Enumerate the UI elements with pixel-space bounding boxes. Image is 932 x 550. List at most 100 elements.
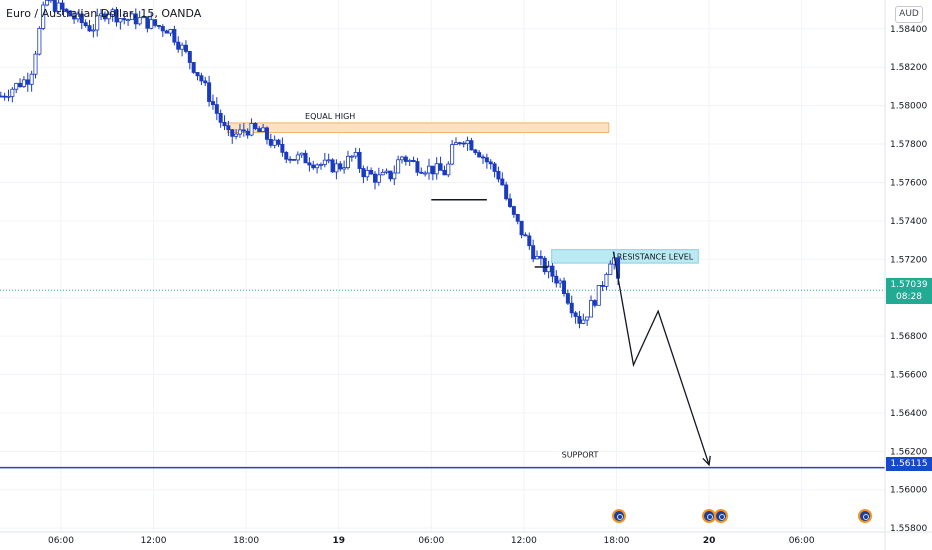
candle-body [253,123,258,130]
candle-body [481,156,486,159]
y-tick-label: 1.55800 [890,524,927,534]
candle-body [21,79,26,88]
y-tick-label: 1.57800 [890,140,927,150]
candle-body [454,142,459,145]
x-tick-label: 06:00 [418,536,444,546]
y-tick-label: 1.56000 [890,486,927,496]
candle-body [268,138,273,146]
candle-body [14,82,19,90]
candle-body [542,257,547,273]
projection-arrowhead [702,455,711,467]
economic-event-flag-icon[interactable] [713,509,728,523]
candle-body [83,22,88,27]
candle-body [376,174,381,183]
candle-body [380,171,385,176]
candle-body [191,62,196,73]
candle-body [330,159,335,173]
candle-body [168,29,173,34]
candle-body [95,15,100,31]
chart-zones: EQUAL HIGH RESISTANCE LEVEL SUPPORT [0,112,885,469]
support-label: SUPPORT [562,451,599,460]
candle-body [41,4,46,29]
economic-event-flag-icon[interactable] [611,509,626,523]
candle-body [508,198,513,207]
x-tick-label: 12:00 [141,536,167,546]
candle-body [56,2,61,12]
candle-body [180,44,185,50]
candle-body [79,13,84,24]
candle-body [589,300,594,318]
candle-body [102,13,107,20]
resistance-zone [551,249,699,264]
candle-body [535,255,540,260]
candle-body [423,172,428,175]
candle-body [230,129,235,137]
candle-body [210,101,215,105]
candle-body [303,152,308,164]
candle-body [129,13,134,21]
candle-body [52,0,57,12]
candle-body [183,44,188,52]
candle-body [29,73,34,85]
candle-body [291,158,296,161]
candle-body [442,169,447,176]
candle-body [326,159,331,162]
candle-body [288,158,293,161]
candle-body [276,139,281,145]
candle-body [87,25,92,32]
candle-body [457,142,462,145]
candle-body [369,169,374,175]
candle-body [562,280,567,294]
y-tick-label: 1.56400 [890,409,927,419]
y-tick-label: 1.58400 [890,25,927,35]
y-tick-label: 1.57200 [890,255,927,265]
candle-body [604,273,609,287]
current-price-value: 1.57039 [890,280,928,290]
candle-body [0,95,3,98]
candle-body [384,170,389,173]
x-tick-label: 18:00 [604,536,630,546]
projection-path [612,251,710,465]
candle-body [426,165,431,174]
x-tick-label: 19 [332,536,345,546]
candle-body [600,285,605,287]
candle-body [434,163,439,175]
candle-body [133,13,138,25]
economic-event-flag-icon[interactable] [857,509,872,523]
candle-body [396,159,401,174]
candle-body [2,95,7,98]
candle-body [504,184,509,200]
candle-body [25,79,30,85]
currency-badge[interactable]: AUD [895,6,923,23]
y-tick-label: 1.58000 [890,102,927,112]
candle-body [6,95,11,98]
y-tick-label: 1.58200 [890,63,927,73]
bar-countdown: 08:28 [896,292,922,302]
candle-body [261,127,266,132]
chart-title[interactable]: Euro / Australian Dollar, 15, OANDA [6,7,202,20]
candle-body [581,319,586,324]
candle-body [172,29,177,43]
candle-body [222,121,227,127]
drawings [431,198,711,467]
candle-body [145,16,150,29]
y-tick-label: 1.57600 [890,178,927,188]
candle-body [365,169,370,178]
resistance-label: RESISTANCE LEVEL [617,252,694,261]
candle-body [272,139,277,146]
candle-body [37,28,42,55]
candle-body [106,13,111,20]
current-price-tag: 1.57039 08:28 [886,278,932,304]
candle-body [75,13,80,20]
candle-body [334,163,339,173]
candle-body [199,75,204,82]
candle-body [585,316,590,321]
candle-body [446,163,451,176]
candlestick-series [0,0,621,329]
candle-body [477,152,482,158]
candle-body [64,8,69,12]
candle-body [338,163,343,170]
candle-body [315,164,320,169]
y-tick-label: 1.56600 [890,371,927,381]
